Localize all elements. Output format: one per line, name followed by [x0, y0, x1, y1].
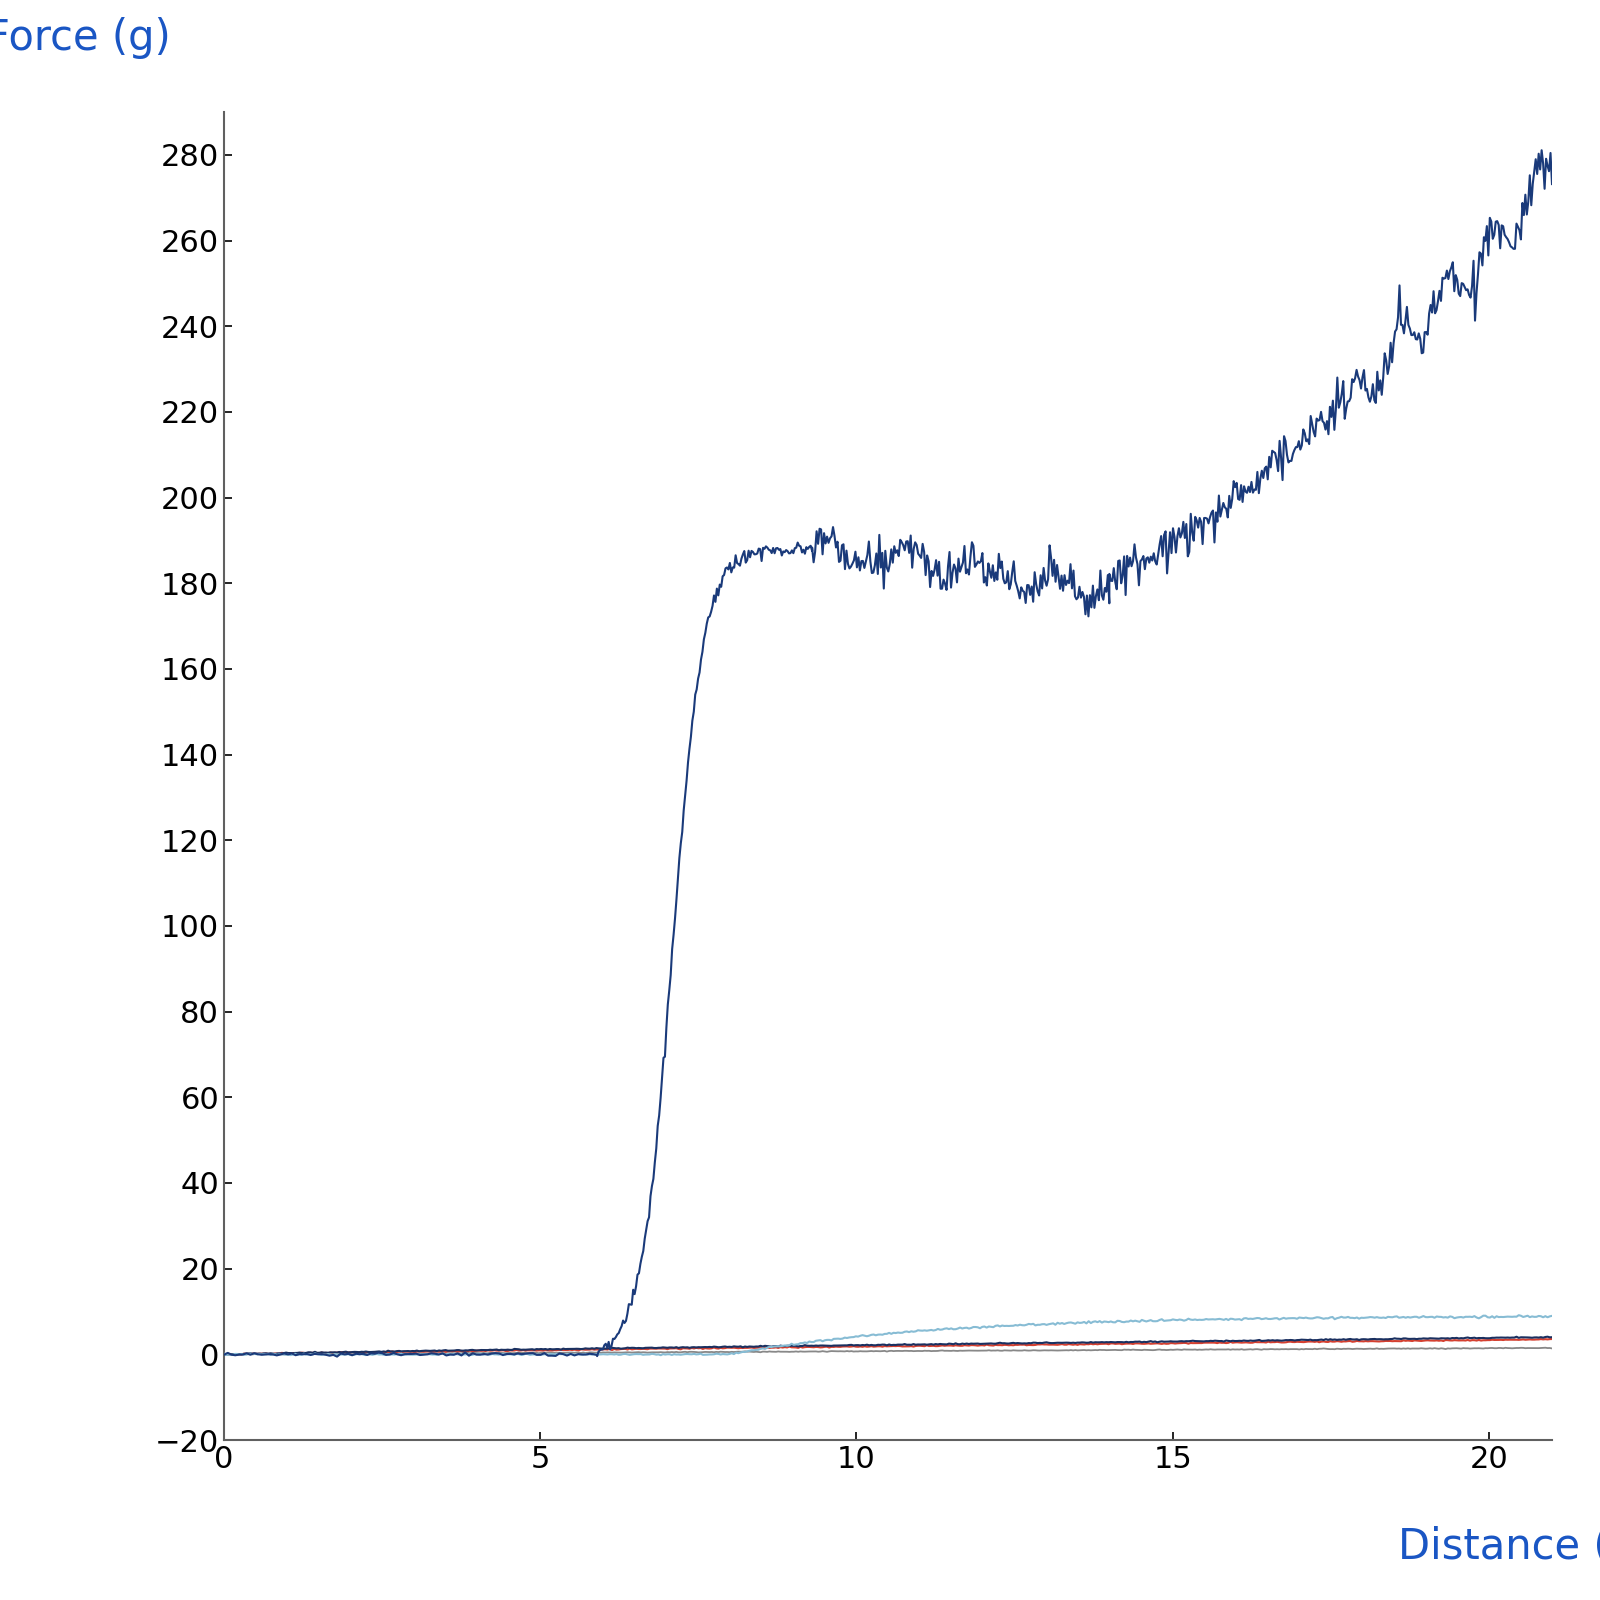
Y-axis label: Force (g): Force (g) [0, 18, 170, 59]
X-axis label: Distance (mm): Distance (mm) [1397, 1526, 1600, 1568]
